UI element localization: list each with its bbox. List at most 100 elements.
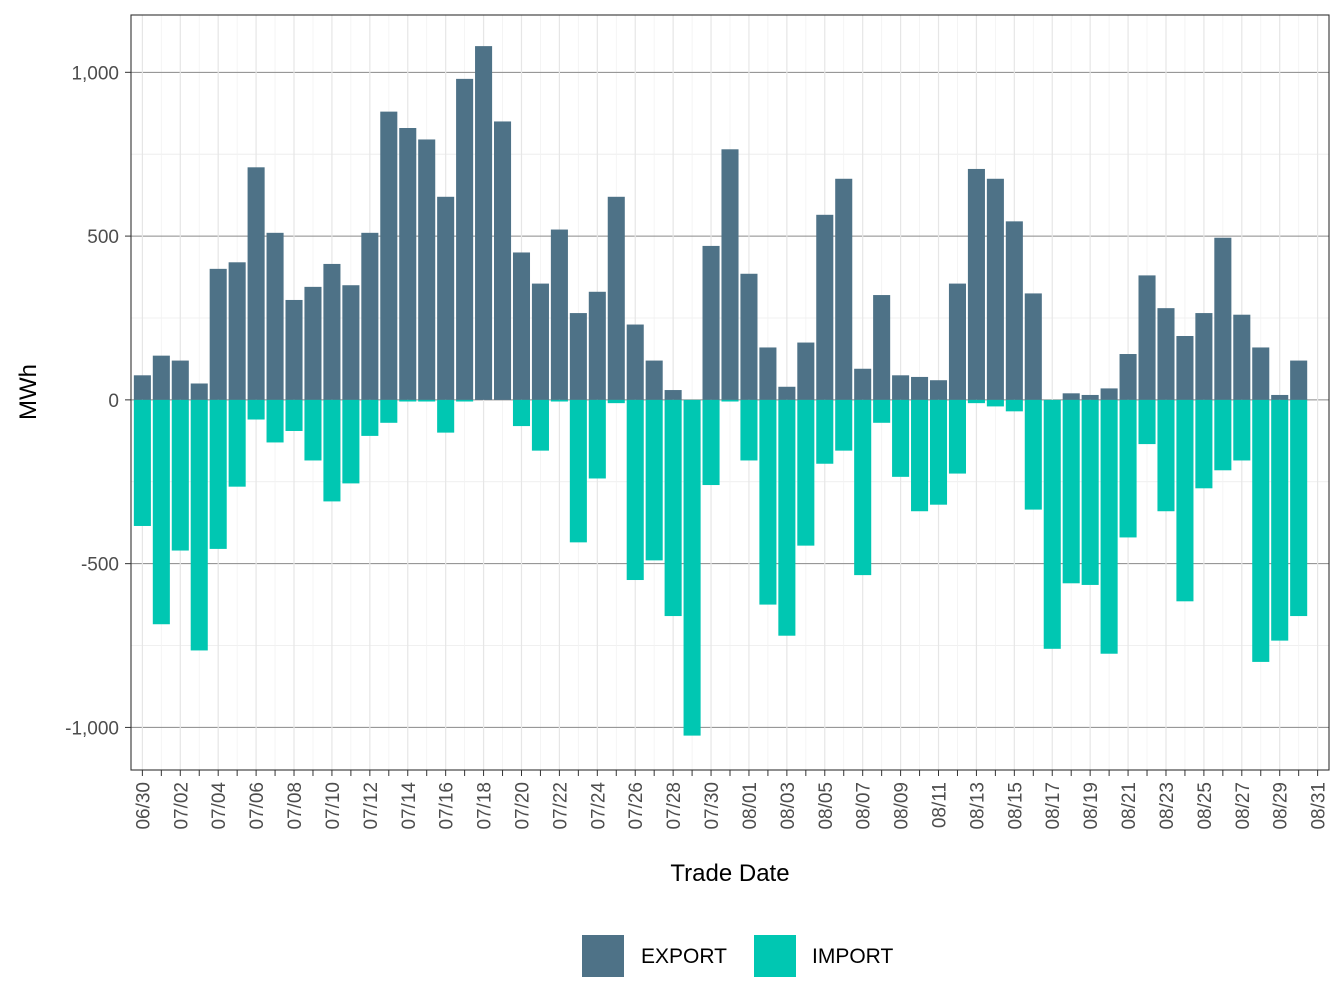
bar-export-08-21 bbox=[1119, 354, 1137, 400]
bar-export-08-15 bbox=[1005, 221, 1023, 400]
bar-export-07-19 bbox=[494, 121, 512, 400]
bar-export-08-09 bbox=[892, 375, 910, 400]
bar-import-07-27 bbox=[645, 399, 663, 561]
x-tick-label: 08/03 bbox=[778, 782, 799, 830]
bar-export-07-15 bbox=[418, 139, 436, 400]
bar-import-07-07 bbox=[266, 399, 284, 443]
bar-import-08-01 bbox=[740, 399, 758, 461]
bar-export-07-12 bbox=[361, 232, 379, 400]
bar-import-08-14 bbox=[986, 399, 1004, 407]
bar-export-07-03 bbox=[190, 383, 208, 400]
x-tick-label: 08/05 bbox=[816, 782, 837, 830]
bar-import-08-15 bbox=[1005, 399, 1023, 412]
bar-import-08-05 bbox=[816, 399, 834, 464]
bar-export-07-17 bbox=[456, 78, 474, 400]
bar-import-07-12 bbox=[361, 399, 379, 436]
bar-import-07-17 bbox=[456, 399, 474, 402]
bar-export-08-26 bbox=[1214, 237, 1232, 400]
x-tick-label: 08/21 bbox=[1119, 782, 1140, 830]
x-tick-label: 08/31 bbox=[1309, 782, 1330, 830]
x-tick-label: 08/29 bbox=[1271, 782, 1292, 830]
bar-import-08-26 bbox=[1214, 399, 1232, 471]
x-tick-label: 07/24 bbox=[588, 782, 609, 830]
y-tick-label: 0 bbox=[108, 391, 119, 412]
bar-export-08-20 bbox=[1100, 388, 1118, 400]
bar-export-08-22 bbox=[1138, 275, 1156, 400]
bar-import-07-21 bbox=[531, 399, 549, 451]
bar-import-07-15 bbox=[418, 399, 436, 402]
bar-import-08-02 bbox=[759, 399, 777, 605]
x-tick-label: 07/04 bbox=[209, 782, 230, 830]
bar-export-08-27 bbox=[1233, 314, 1251, 400]
bar-export-07-10 bbox=[323, 263, 341, 400]
bar-export-07-05 bbox=[228, 262, 246, 400]
bar-export-08-30 bbox=[1290, 360, 1308, 400]
bar-export-07-28 bbox=[664, 390, 682, 400]
bar-export-07-09 bbox=[304, 286, 322, 400]
bar-export-08-13 bbox=[967, 168, 985, 400]
x-tick-label: 06/30 bbox=[133, 782, 154, 830]
bar-export-07-20 bbox=[512, 252, 531, 400]
bar-import-08-19 bbox=[1081, 399, 1099, 585]
bar-import-07-16 bbox=[437, 399, 455, 433]
x-tick-label: 07/12 bbox=[361, 782, 382, 830]
x-tick-label: 07/20 bbox=[512, 782, 533, 830]
legend-key-export bbox=[582, 935, 624, 977]
x-tick-label: 07/10 bbox=[323, 782, 344, 830]
legend-label-import: IMPORT bbox=[812, 945, 893, 968]
bar-import-07-31 bbox=[721, 399, 739, 402]
bar-export-08-18 bbox=[1062, 393, 1080, 400]
bar-import-08-11 bbox=[929, 399, 948, 505]
x-tick-label: 08/19 bbox=[1081, 782, 1102, 830]
bar-export-07-24 bbox=[588, 291, 606, 400]
bar-export-07-23 bbox=[569, 313, 587, 400]
bar-import-08-17 bbox=[1043, 399, 1061, 649]
x-tick-label: 07/08 bbox=[285, 782, 306, 830]
x-tick-label: 08/17 bbox=[1043, 782, 1064, 830]
bar-import-07-22 bbox=[550, 399, 568, 402]
bar-import-07-20 bbox=[512, 399, 531, 427]
legend-label-export: EXPORT bbox=[641, 945, 727, 968]
bar-import-08-16 bbox=[1024, 399, 1042, 510]
bar-import-08-10 bbox=[911, 399, 929, 512]
x-tick-label: 08/09 bbox=[892, 782, 913, 830]
bar-import-08-20 bbox=[1100, 399, 1118, 654]
x-tick-label: 07/16 bbox=[437, 782, 458, 830]
bar-export-08-05 bbox=[816, 214, 834, 400]
bar-export-07-04 bbox=[209, 268, 227, 400]
y-tick-label: -500 bbox=[81, 555, 119, 576]
bar-import-08-07 bbox=[854, 399, 872, 576]
y-tick-label: 500 bbox=[87, 227, 119, 248]
bar-import-07-01 bbox=[152, 399, 170, 625]
y-tick-label: 1,000 bbox=[71, 63, 119, 84]
bar-export-08-12 bbox=[948, 283, 966, 400]
bar-export-08-02 bbox=[759, 347, 777, 400]
bar-export-08-03 bbox=[778, 386, 796, 400]
bar-export-08-01 bbox=[740, 273, 758, 400]
bar-import-08-18 bbox=[1062, 399, 1080, 584]
x-tick-label: 08/13 bbox=[967, 782, 988, 830]
bar-import-07-13 bbox=[380, 399, 398, 423]
x-tick-label: 07/18 bbox=[475, 782, 496, 830]
bar-export-07-16 bbox=[437, 196, 455, 400]
bar-export-08-16 bbox=[1024, 293, 1042, 400]
bar-export-08-14 bbox=[986, 178, 1004, 400]
bar-import-08-25 bbox=[1195, 399, 1213, 489]
bar-export-08-08 bbox=[873, 295, 891, 400]
bar-import-07-25 bbox=[607, 399, 625, 404]
bar-export-06-30 bbox=[133, 375, 151, 400]
bar-import-08-03 bbox=[778, 399, 796, 636]
x-tick-label: 07/02 bbox=[171, 782, 192, 830]
bar-import-07-09 bbox=[304, 399, 322, 461]
bar-export-08-29 bbox=[1271, 394, 1289, 400]
bar-import-08-27 bbox=[1233, 399, 1251, 461]
bar-export-07-07 bbox=[266, 232, 284, 400]
bar-import-08-28 bbox=[1252, 399, 1270, 662]
bar-import-08-13 bbox=[967, 399, 985, 404]
bar-import-07-28 bbox=[664, 399, 682, 617]
bar-export-07-18 bbox=[475, 46, 493, 400]
bar-import-07-10 bbox=[323, 399, 341, 502]
bar-export-07-11 bbox=[342, 285, 360, 400]
bar-export-08-10 bbox=[911, 376, 929, 400]
